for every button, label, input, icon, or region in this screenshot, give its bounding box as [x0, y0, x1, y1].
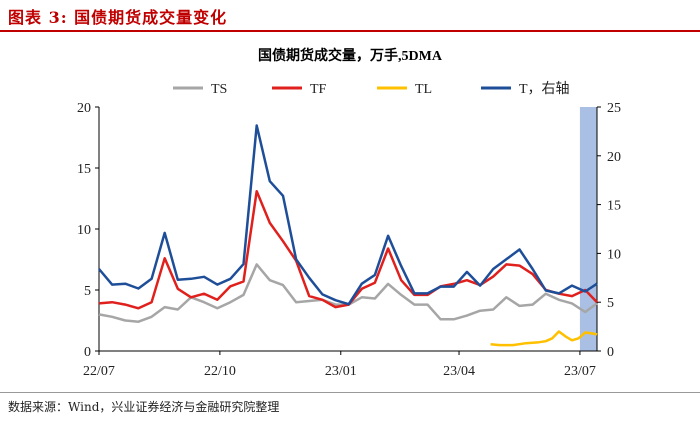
y-left-tick-label: 5	[84, 284, 91, 299]
x-tick-label: 22/10	[204, 364, 236, 379]
figure-label: 图表 3: 国债期货成交量变化	[8, 8, 228, 27]
chart-title: 国债期货成交量，万手,5DMA	[258, 47, 443, 64]
y-right-tick-label: 25	[607, 101, 621, 116]
series-line-T，右轴	[98, 124, 598, 306]
x-tick-label: 23/07	[564, 364, 596, 379]
source-note: 数据来源：Wind，兴业证券经济与金融研究院整理	[8, 400, 280, 414]
y-left-tick-label: 20	[77, 101, 91, 116]
y-right-tick-label: 5	[607, 296, 614, 311]
x-tick-label: 23/01	[325, 364, 357, 379]
figure-header: 图表 3: 国债期货成交量变化	[0, 0, 700, 32]
line-chart: 国债期货成交量，万手,5DMA TS TF TL T，右轴 0 5 10 15 20 0 5 10 1…	[77, 47, 621, 379]
y-left-tick-label: 15	[77, 162, 91, 177]
legend-label: TF	[310, 82, 327, 97]
series-line-TL	[490, 330, 598, 347]
y-left-tick-label: 0	[84, 345, 91, 360]
series-line-TS	[98, 263, 598, 323]
legend-label: TS	[211, 82, 227, 97]
x-tick-label: 23/04	[443, 364, 475, 379]
shaded-region	[579, 107, 597, 351]
plot-area: 0 5 10 15 20 0 5 10 15 20 25 22/07 22/10 23/01 23/04 23…	[77, 101, 621, 379]
bottom-rule	[0, 392, 700, 393]
legend-label: T，右轴	[519, 81, 570, 97]
y-right-tick-label: 10	[607, 247, 621, 262]
y-left-tick-label: 10	[77, 223, 91, 238]
x-tick-label: 22/07	[83, 364, 115, 379]
y-right-tick-label: 20	[607, 150, 621, 165]
y-right-tick-label: 15	[607, 199, 621, 214]
y-right-tick-label: 0	[607, 345, 614, 360]
series-line-TF	[98, 189, 598, 310]
chart-legend: TS TF TL T，右轴	[173, 81, 570, 97]
legend-label: TL	[415, 82, 432, 97]
